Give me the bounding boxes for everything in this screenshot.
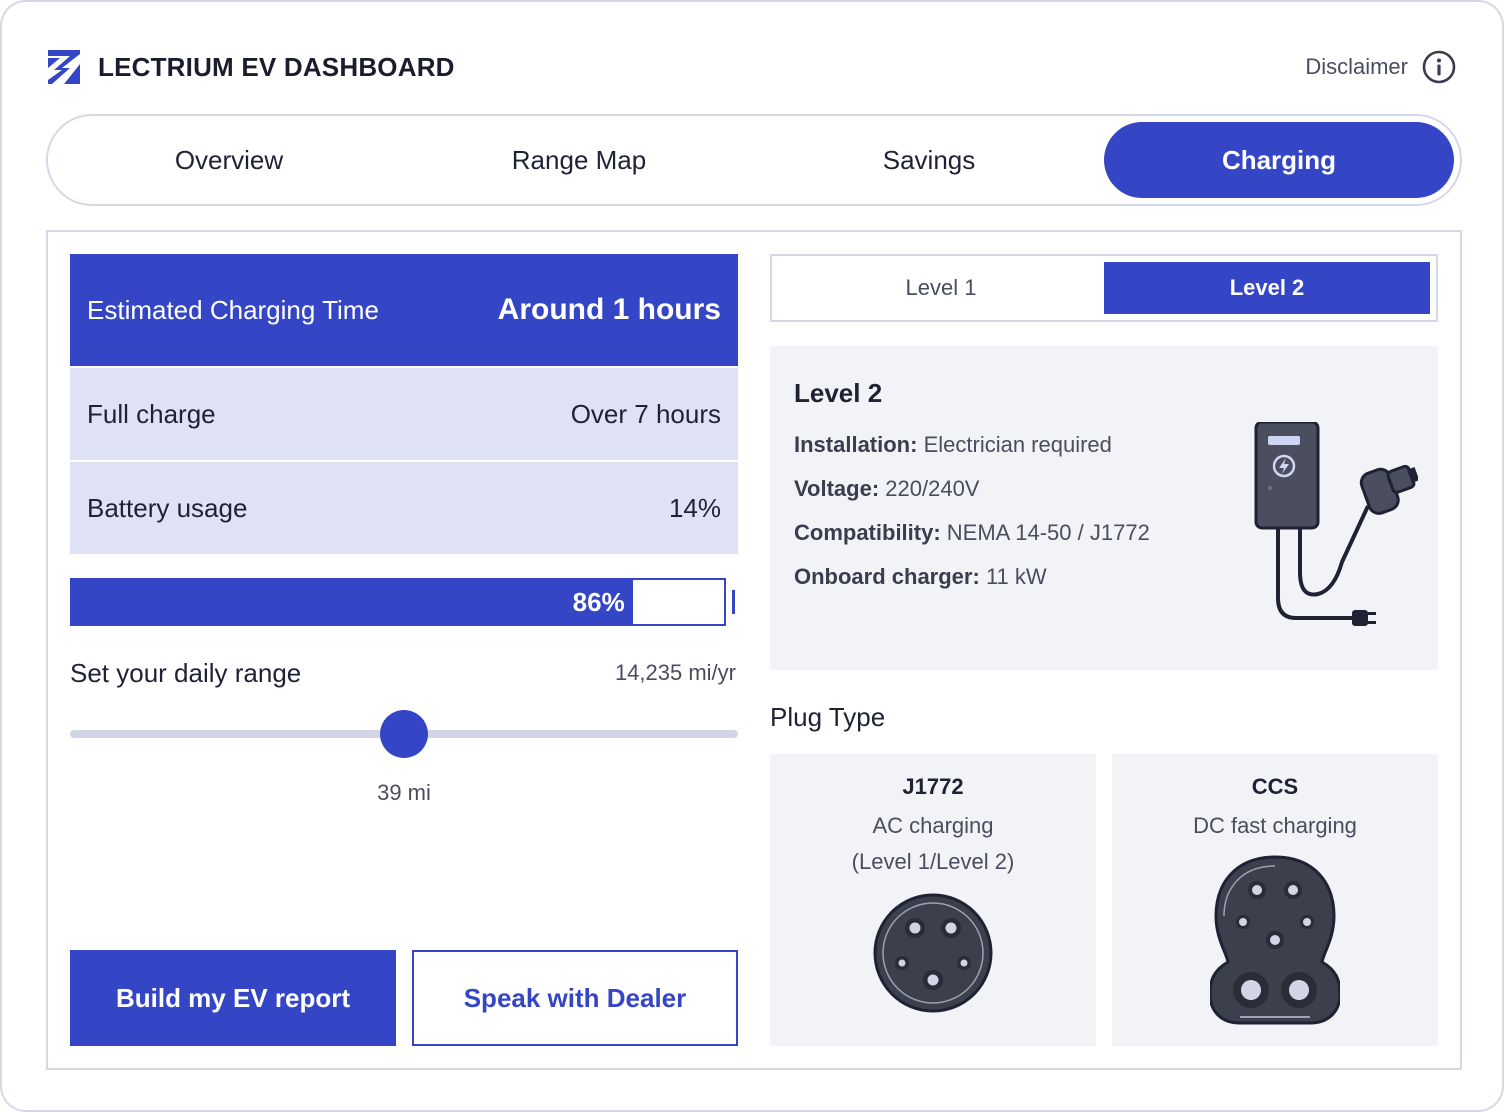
- lightning-logo-icon: [48, 50, 80, 84]
- battery-terminal: [732, 590, 735, 614]
- build-report-button[interactable]: Build my EV report: [70, 950, 396, 1046]
- ccs-plug-icon: [1210, 855, 1340, 1025]
- full-charge-row: Full charge Over 7 hours: [70, 368, 738, 460]
- tab-range-map[interactable]: Range Map: [511, 144, 647, 175]
- battery-usage-value: 14%: [668, 492, 721, 523]
- app-title: LECTRIUM EV DASHBOARD: [98, 51, 455, 82]
- charging-time-card: Estimated Charging Time Around 1 hours: [70, 254, 738, 366]
- plug-card-j1772[interactable]: J1772 AC charging (Level 1/Level 2): [770, 754, 1096, 1046]
- charging-panel: Estimated Charging Time Around 1 hours F…: [46, 230, 1462, 1070]
- plug-description: AC charging (Level 1/Level 2): [851, 813, 1015, 874]
- spec-installation: Installation: Electrician required: [794, 432, 1112, 457]
- tab-charging[interactable]: Charging: [1104, 122, 1454, 198]
- plug-card-ccs[interactable]: CCS DC fast charging: [1112, 754, 1438, 1046]
- plug-description: DC fast charging: [1193, 813, 1357, 838]
- disclaimer-link[interactable]: Disclaimer: [1305, 50, 1456, 84]
- level-1-button[interactable]: Level 1: [905, 275, 977, 300]
- battery-progress-bar: 86%: [70, 578, 726, 626]
- daily-range-title: Set your daily range: [70, 658, 302, 688]
- annual-range-value: 14,235 mi/yr: [614, 660, 736, 685]
- battery-progress-label: 86%: [572, 586, 625, 617]
- battery-usage-row: Battery usage 14%: [70, 462, 738, 554]
- tab-savings[interactable]: Savings: [882, 144, 976, 175]
- battery-progress-fill: 86%: [72, 580, 633, 624]
- plug-name: CCS: [1251, 774, 1299, 799]
- spec-onboard-charger: Onboard charger: 11 kW: [794, 564, 1047, 589]
- charging-time-value: Around 1 hours: [497, 293, 721, 326]
- disclaimer-label: Disclaimer: [1305, 54, 1408, 79]
- level-info-card: Level 2 Installation: Electrician requir…: [770, 346, 1438, 670]
- charging-time-label: Estimated Charging Time: [87, 294, 379, 325]
- full-charge-label: Full charge: [87, 398, 216, 429]
- tab-overview[interactable]: Overview: [174, 144, 284, 175]
- plug-name: J1772: [902, 774, 964, 799]
- speak-with-dealer-button[interactable]: Speak with Dealer: [412, 950, 738, 1046]
- full-charge-value: Over 7 hours: [570, 398, 721, 429]
- j1772-plug-icon: [873, 893, 993, 1013]
- daily-range-value: 39 mi: [377, 780, 431, 805]
- plug-type-heading: Plug Type: [770, 702, 886, 732]
- level-toggle: Level 1 Level 2: [770, 254, 1438, 322]
- daily-range-slider-handle[interactable]: [380, 710, 428, 758]
- spec-compatibility: Compatibility: NEMA 14-50 / J1772: [794, 520, 1150, 545]
- level-info-title: Level 2: [794, 378, 883, 408]
- wall-charger-icon: [1254, 422, 1418, 626]
- spec-voltage: Voltage: 220/240V: [794, 476, 980, 501]
- info-icon: [1422, 50, 1456, 84]
- brand: LECTRIUM EV DASHBOARD: [48, 50, 455, 84]
- battery-usage-label: Battery usage: [87, 492, 248, 523]
- main-tabs: Overview Range Map Savings Charging: [46, 114, 1462, 206]
- level-2-button[interactable]: Level 2: [1104, 262, 1430, 314]
